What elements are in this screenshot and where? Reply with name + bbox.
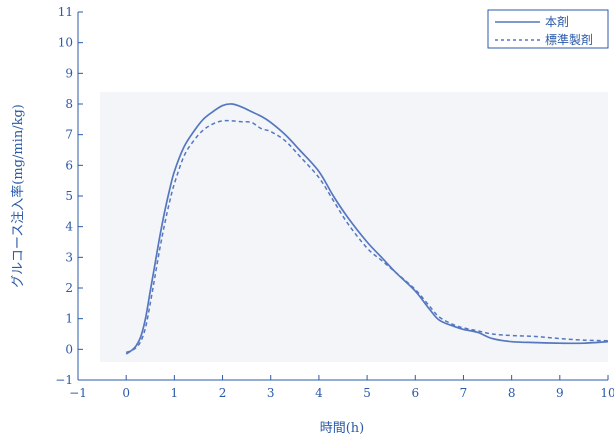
y-tick-label: 9 <box>65 66 73 80</box>
legend-label-honzai: 本剤 <box>545 14 569 29</box>
series-line-honzai <box>125 103 609 355</box>
x-axis-label: 時間(h) <box>320 421 365 436</box>
y-tick-label: 10 <box>58 36 73 50</box>
y-tick-label: 8 <box>65 97 73 111</box>
x-tick-label: 3 <box>267 386 275 400</box>
series-line-hyojun <box>125 119 609 354</box>
x-tick-label: 8 <box>508 386 516 400</box>
y-tick-label: 7 <box>65 128 73 142</box>
x-tick-label: 6 <box>411 386 419 400</box>
axes: −1 0 1 2 3 4 5 6 7 8 9 10 −1 0 1 2 3 4 5 6 7 8 9 10 11 <box>55 5 614 400</box>
legend: 本剤 標準製剤 <box>487 9 609 49</box>
y-tick-label: 1 <box>65 312 73 326</box>
y-axis-label: グルコース注入率(mg/min/kg) <box>10 104 26 288</box>
legend-label-hyojun: 標準製剤 <box>545 32 593 47</box>
y-tick-label: 0 <box>65 342 73 356</box>
y-tick-label: −1 <box>55 373 73 387</box>
x-tick-label: 1 <box>171 386 179 400</box>
x-ticks: −1 0 1 2 3 4 5 6 7 8 9 10 <box>69 375 614 400</box>
x-tick-label: 5 <box>363 386 371 400</box>
plot-area <box>125 103 609 355</box>
y-tick-label: 5 <box>65 189 73 203</box>
x-tick-label: 0 <box>122 386 130 400</box>
x-tick-label: 2 <box>219 386 227 400</box>
x-tick-label: 9 <box>556 386 564 400</box>
y-ticks: −1 0 1 2 3 4 5 6 7 8 9 10 11 <box>55 5 83 387</box>
x-tick-label: 7 <box>460 386 468 400</box>
y-tick-label: 4 <box>65 220 73 234</box>
y-tick-label: 11 <box>58 5 73 19</box>
y-tick-label: 2 <box>65 281 73 295</box>
x-tick-label: 4 <box>315 386 323 400</box>
y-tick-label: 6 <box>65 158 73 172</box>
x-tick-label: −1 <box>69 386 87 400</box>
legend-box <box>487 9 609 49</box>
y-tick-label: 3 <box>65 250 73 264</box>
x-tick-label: 10 <box>600 386 614 400</box>
